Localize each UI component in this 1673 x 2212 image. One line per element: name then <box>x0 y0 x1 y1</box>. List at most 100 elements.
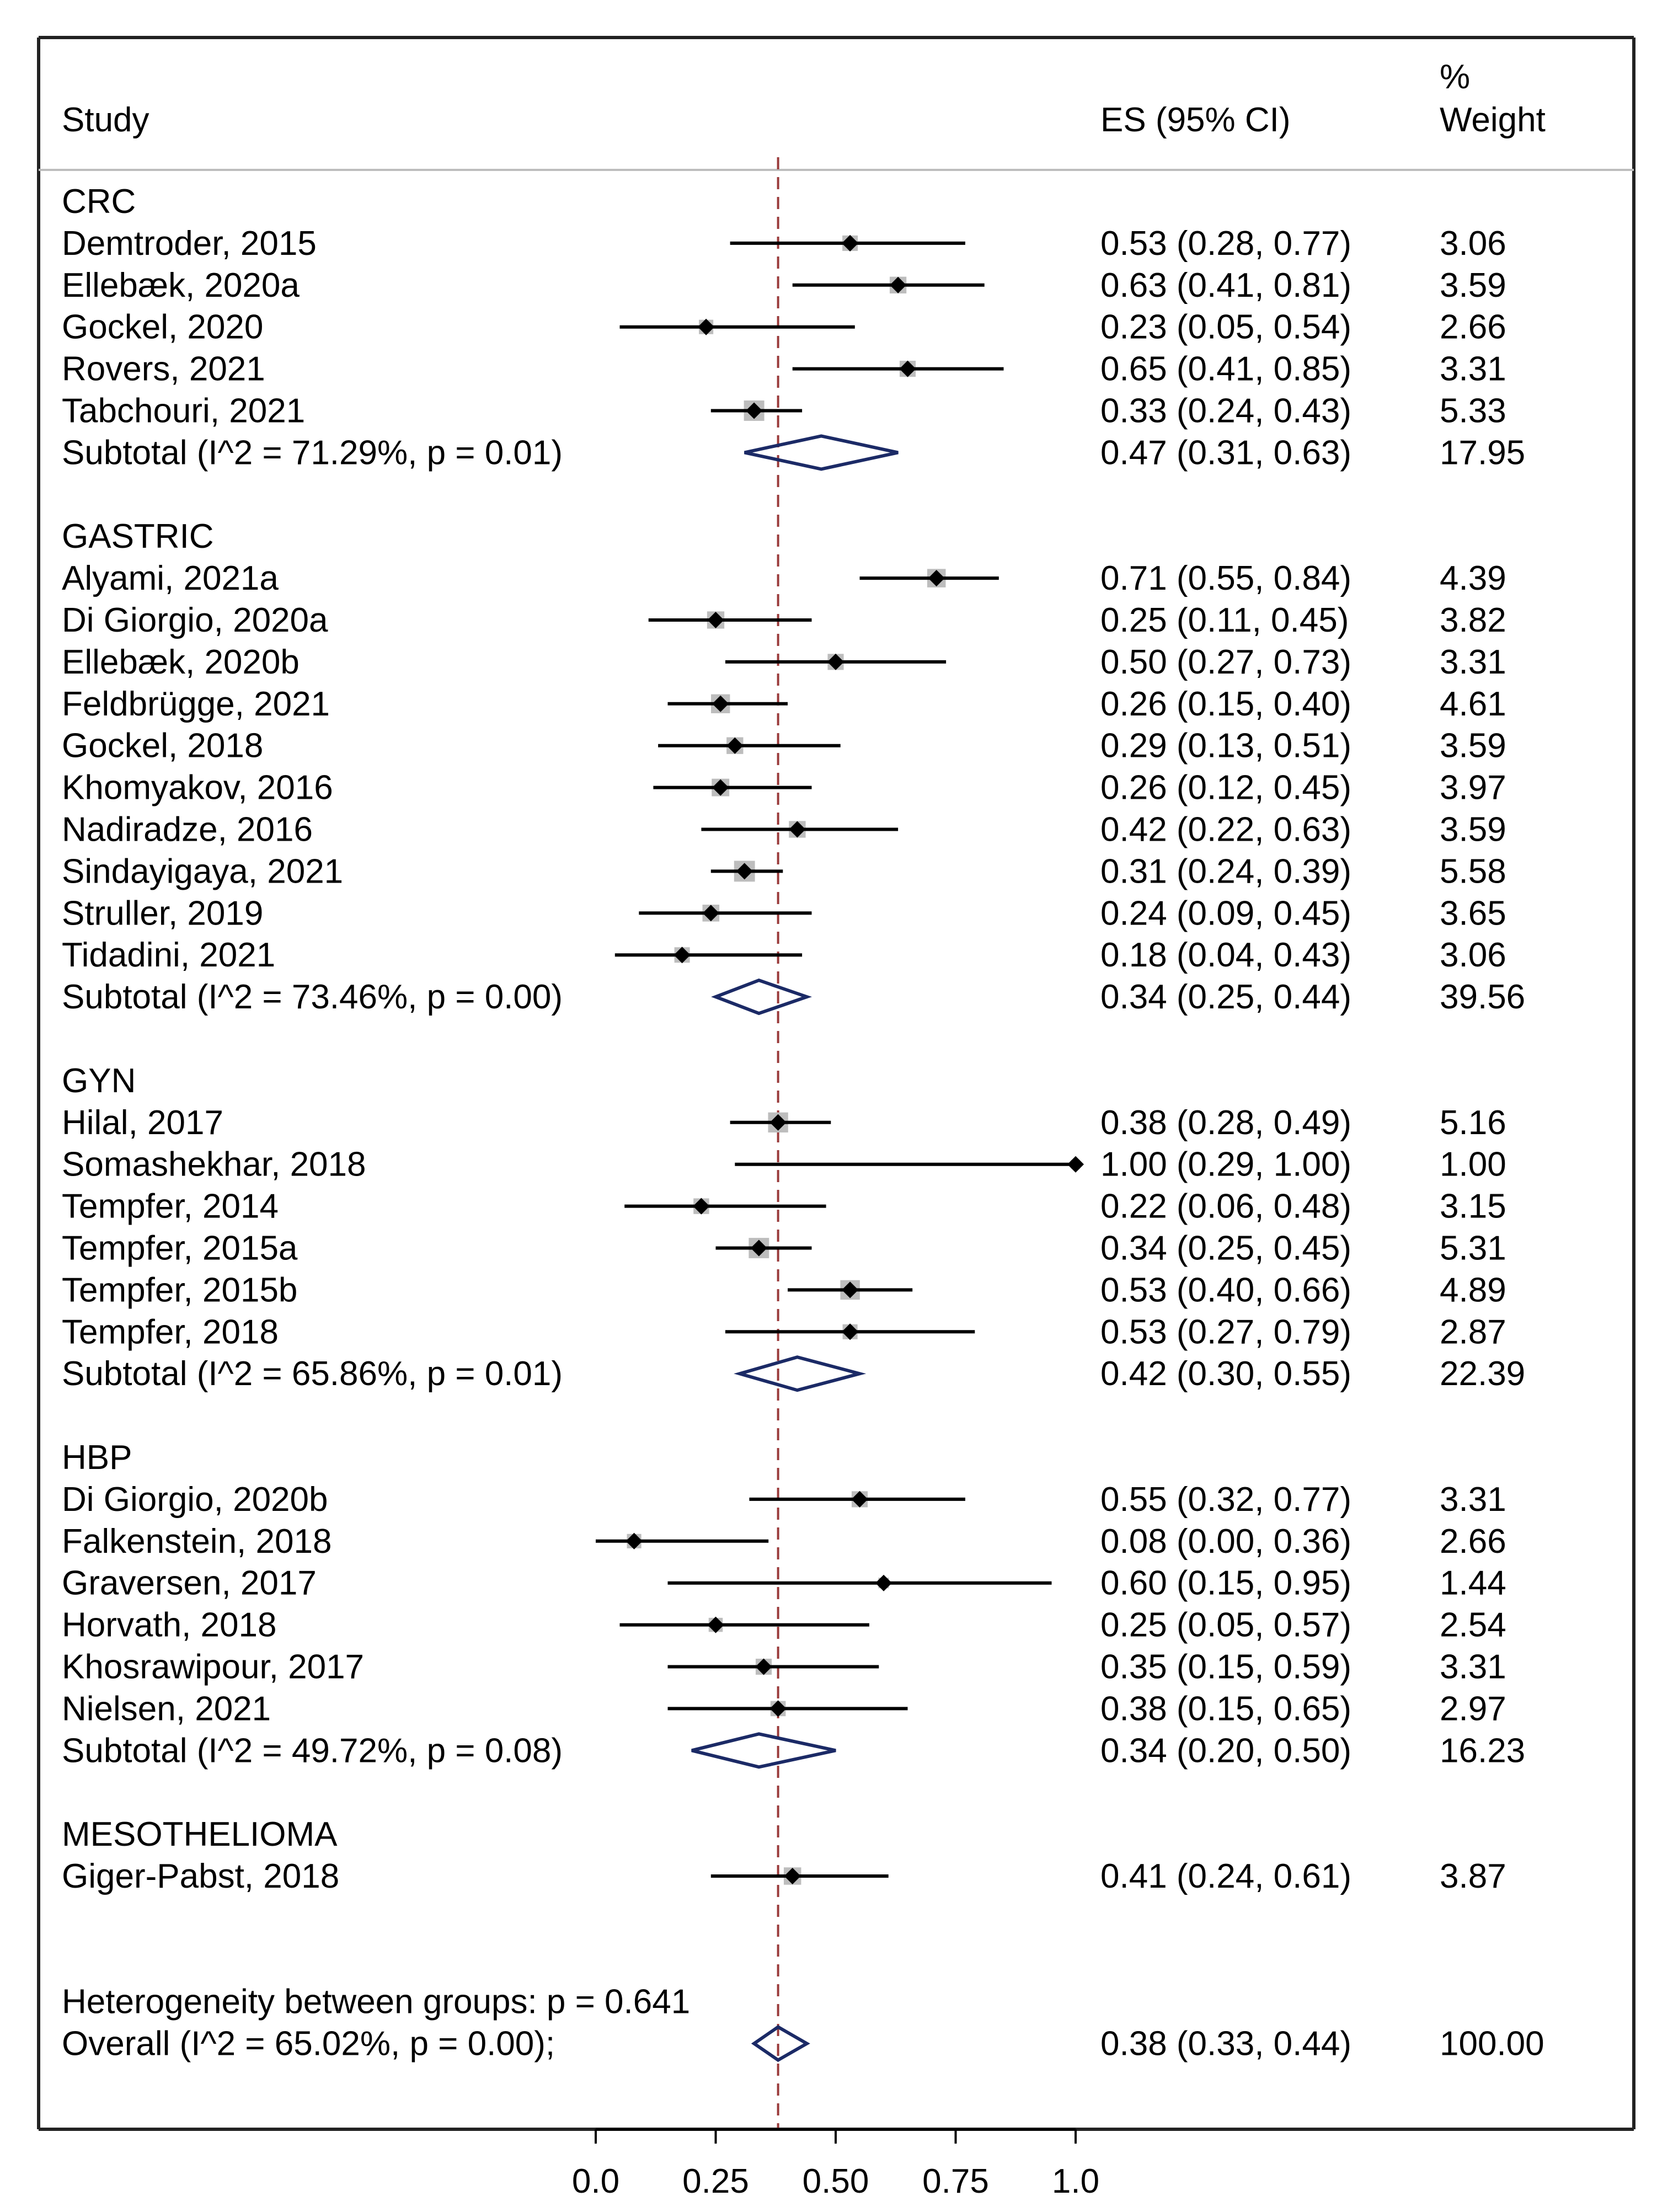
weight-value: 3.15 <box>1440 1188 1506 1226</box>
weight-value: 3.82 <box>1440 601 1506 639</box>
weight-value: 1.00 <box>1440 1146 1506 1184</box>
effect-size-ci: 1.00 (0.29, 1.00) <box>1100 1146 1351 1184</box>
point-estimate <box>726 737 744 754</box>
point-estimate <box>626 1532 643 1550</box>
study-label: Horvath, 2018 <box>62 1606 276 1644</box>
subtotal-diamond <box>734 1355 867 1392</box>
x-tick-label: 0.75 <box>922 2162 989 2200</box>
weight-value: 100.00 <box>1440 2025 1544 2063</box>
point-estimate <box>890 276 907 293</box>
study-label: Khomyakov, 2016 <box>62 769 333 807</box>
effect-size-ci: 0.55 (0.32, 0.77) <box>1100 1481 1351 1519</box>
point-estimate <box>769 1114 787 1131</box>
point-estimate <box>769 1700 787 1717</box>
weight-value: 5.58 <box>1440 852 1506 890</box>
overall-diamond <box>751 2025 810 2063</box>
study-label: Nadiradze, 2016 <box>62 811 313 849</box>
study-label: Gockel, 2018 <box>62 727 263 765</box>
x-tick-label: 0.0 <box>572 2162 619 2200</box>
study-label: Falkenstein, 2018 <box>62 1522 332 1561</box>
effect-size-ci: 0.34 (0.25, 0.45) <box>1100 1230 1351 1268</box>
effect-size-ci: 0.42 (0.22, 0.63) <box>1100 811 1351 849</box>
point-estimate <box>712 779 729 796</box>
effect-size-ci: 0.63 (0.41, 0.81) <box>1100 266 1351 304</box>
weight-value: 2.54 <box>1440 1606 1506 1644</box>
effect-size-ci: 0.65 (0.41, 0.85) <box>1100 350 1351 388</box>
study-label: Sindayigaya, 2021 <box>62 852 343 890</box>
point-estimate <box>736 863 753 880</box>
effect-size-ci: 0.08 (0.00, 0.36) <box>1100 1522 1351 1561</box>
overall-label: Overall (I^2 = 65.02%, p = 0.00); <box>62 2025 555 2063</box>
study-label: Tempfer, 2014 <box>62 1188 279 1226</box>
effect-size-ci: 0.23 (0.05, 0.54) <box>1100 308 1351 346</box>
header-weight-percent: % <box>1440 58 1470 96</box>
study-label: Di Giorgio, 2020a <box>62 601 328 639</box>
weight-value: 5.33 <box>1440 392 1506 430</box>
header-weight: Weight <box>1440 101 1546 139</box>
weight-value: 3.87 <box>1440 1857 1506 1895</box>
weight-value: 3.97 <box>1440 769 1506 807</box>
study-label: Giger-Pabst, 2018 <box>62 1857 339 1895</box>
effect-size-ci: 0.34 (0.20, 0.50) <box>1100 1732 1351 1770</box>
study-label: Somashekhar, 2018 <box>62 1146 366 1184</box>
effect-size-ci: 0.24 (0.09, 0.45) <box>1100 894 1351 932</box>
point-estimate <box>712 695 729 712</box>
weight-value: 3.59 <box>1440 727 1506 765</box>
effect-size-ci: 0.18 (0.04, 0.43) <box>1100 936 1351 974</box>
x-tick-label: 1.0 <box>1052 2162 1099 2200</box>
effect-size-ci: 0.53 (0.28, 0.77) <box>1100 225 1351 263</box>
subtotal-diamond <box>744 434 899 471</box>
weight-value: 2.97 <box>1440 1690 1506 1728</box>
effect-size-ci: 0.38 (0.28, 0.49) <box>1100 1104 1351 1142</box>
point-estimate <box>875 1574 892 1591</box>
study-label: Hilal, 2017 <box>62 1104 223 1142</box>
point-estimate <box>899 360 916 377</box>
plot-frame <box>37 36 1635 2131</box>
group-label: HBP <box>62 1439 132 1477</box>
study-label: Gockel, 2020 <box>62 308 263 346</box>
weight-value: 39.56 <box>1440 978 1525 1016</box>
point-estimate <box>698 318 715 335</box>
point-estimate <box>693 1198 710 1215</box>
study-label: Alyami, 2021a <box>62 559 279 597</box>
effect-size-ci: 0.41 (0.24, 0.61) <box>1100 1857 1351 1895</box>
subtotal-label: Subtotal (I^2 = 71.29%, p = 0.01) <box>62 434 563 472</box>
effect-size-ci: 0.53 (0.27, 0.79) <box>1100 1313 1351 1351</box>
point-estimate <box>707 612 724 628</box>
heterogeneity-label: Heterogeneity between groups: p = 0.641 <box>62 1983 690 2021</box>
weight-value: 4.61 <box>1440 685 1506 723</box>
study-label: Tempfer, 2018 <box>62 1313 279 1351</box>
point-estimate <box>842 234 859 252</box>
effect-size-ci: 0.50 (0.27, 0.73) <box>1100 643 1351 681</box>
weight-value: 3.31 <box>1440 350 1506 388</box>
effect-size-ci: 0.25 (0.05, 0.57) <box>1100 1606 1351 1644</box>
point-estimate <box>827 653 844 670</box>
effect-size-ci: 0.26 (0.12, 0.45) <box>1100 769 1351 807</box>
study-label: Struller, 2019 <box>62 894 263 932</box>
study-label: Demtroder, 2015 <box>62 225 317 263</box>
study-label: Ellebæk, 2020b <box>62 643 300 681</box>
weight-value: 3.59 <box>1440 266 1506 304</box>
group-label: CRC <box>62 183 136 221</box>
point-estimate <box>674 947 691 964</box>
subtotal-label: Subtotal (I^2 = 49.72%, p = 0.08) <box>62 1732 563 1770</box>
weight-value: 3.06 <box>1440 225 1506 263</box>
subtotal-label: Subtotal (I^2 = 73.46%, p = 0.00) <box>62 978 563 1016</box>
study-label: Tempfer, 2015a <box>62 1230 298 1268</box>
weight-value: 3.31 <box>1440 1648 1506 1686</box>
weight-value: 22.39 <box>1440 1355 1525 1393</box>
effect-size-ci: 0.34 (0.25, 0.44) <box>1100 978 1351 1016</box>
x-axis: 0.0 0.25 0.50 0.75 1.0 <box>572 2128 1099 2200</box>
study-label: Rovers, 2021 <box>62 350 265 388</box>
point-estimate <box>755 1658 772 1675</box>
subtotal-label: Subtotal (I^2 = 65.86%, p = 0.01) <box>62 1355 563 1393</box>
effect-size-ci: 0.35 (0.15, 0.59) <box>1100 1648 1351 1686</box>
x-tick-label: 0.25 <box>682 2162 749 2200</box>
effect-size-ci: 0.33 (0.24, 0.43) <box>1100 392 1351 430</box>
point-estimate <box>842 1281 859 1299</box>
effect-size-ci: 0.22 (0.06, 0.48) <box>1100 1188 1351 1226</box>
weight-value: 17.95 <box>1440 434 1525 472</box>
effect-size-ci: 0.42 (0.30, 0.55) <box>1100 1355 1351 1393</box>
table-header: Study ES (95% CI) % Weight <box>62 58 1546 139</box>
weight-value: 3.65 <box>1440 894 1506 932</box>
